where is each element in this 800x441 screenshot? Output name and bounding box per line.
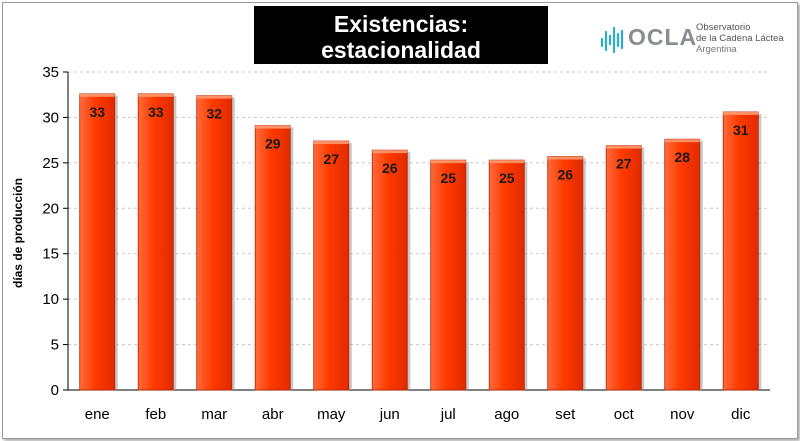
logo-name: OCLA <box>628 24 698 50</box>
chart-title: Existencias: estacionalidad <box>321 11 481 63</box>
x-tick-label: nov <box>670 406 695 423</box>
data-label: 27 <box>323 151 339 167</box>
x-tick-label: feb <box>145 406 166 423</box>
y-tick-label: 30 <box>42 109 59 126</box>
x-tick-label: set <box>555 406 576 423</box>
data-label: 25 <box>440 170 456 186</box>
bar-cap <box>313 141 349 145</box>
bar-dic <box>722 111 759 391</box>
x-tick-label: oct <box>614 406 635 423</box>
data-label: 29 <box>265 136 281 152</box>
data-label: 31 <box>733 122 749 138</box>
bar-ene <box>79 93 116 391</box>
bar-cap <box>547 156 583 160</box>
chart-subtitle: - en días de producción últimos 5 años - <box>267 65 535 82</box>
bar-feb <box>137 93 174 391</box>
y-tick-label: 20 <box>42 200 59 217</box>
data-label: 26 <box>557 166 573 182</box>
data-label: 26 <box>382 160 398 176</box>
y-tick-label: 35 <box>42 64 59 81</box>
data-label: 28 <box>674 149 690 165</box>
plot-area: 0 5 10 15 20 25 30 35 33 ene 33 feb 32 mar 29 abr 27 may 2… <box>42 64 770 423</box>
bar-jul <box>430 159 467 391</box>
data-label: 25 <box>499 170 515 186</box>
bar-abr <box>254 125 291 391</box>
y-tick-label: 0 <box>51 382 59 399</box>
bar-cap <box>255 125 291 129</box>
x-tick-label: abr <box>262 406 284 423</box>
bar-set <box>547 156 584 391</box>
y-tick-label: 10 <box>42 291 59 308</box>
y-axis-label: días de producción <box>11 178 25 288</box>
bar-cap <box>138 93 174 97</box>
x-tick-label: dic <box>731 406 751 423</box>
y-tick-label: 25 <box>42 155 59 172</box>
logo-line-1: Observatorio <box>696 22 751 33</box>
bar-cap <box>606 145 642 149</box>
x-tick-label: jun <box>379 406 400 423</box>
x-tick-label: jul <box>440 406 456 423</box>
bar-cap <box>430 160 466 164</box>
bar-nov <box>664 138 701 391</box>
data-label: 32 <box>206 106 222 122</box>
y-tick-label: 5 <box>51 337 59 354</box>
ocla-logo: OCLA Observatorio de la Cadena Láctea Ar… <box>600 20 784 60</box>
bar-mar <box>196 95 233 391</box>
title-box: Existencias: estacionalidad - en días de… <box>254 6 548 82</box>
x-tick-label: mar <box>201 406 227 423</box>
bar-cap <box>489 160 525 164</box>
data-label: 33 <box>89 104 105 120</box>
bar-cap <box>79 93 115 97</box>
bar-jun <box>371 149 408 391</box>
bar-cap <box>372 150 408 154</box>
x-tick-label: ago <box>494 406 519 423</box>
y-tick-label: 15 <box>42 246 59 263</box>
bar-cap <box>196 95 232 99</box>
data-label: 33 <box>148 104 164 120</box>
x-tick-label: ene <box>85 406 110 423</box>
ocla-wave-icon <box>600 26 624 54</box>
x-tick-label: may <box>317 406 346 423</box>
bar-cap <box>723 111 759 115</box>
logo-line-2: de la Cadena Láctea <box>696 33 784 44</box>
bar-may <box>313 140 350 391</box>
data-label: 27 <box>616 156 632 172</box>
bar-cap <box>664 139 700 143</box>
bar-ago <box>488 159 525 391</box>
bar-oct <box>605 145 642 391</box>
logo-line-3: Argentina <box>696 44 737 55</box>
